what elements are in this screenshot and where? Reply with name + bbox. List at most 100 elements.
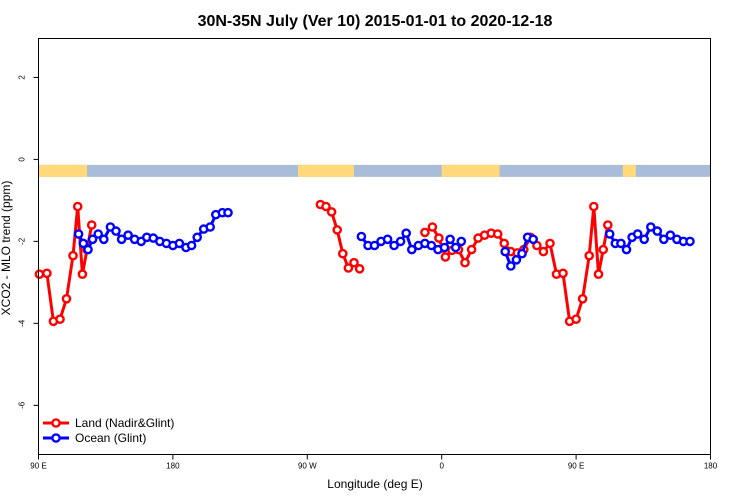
series-0 (34, 199, 613, 327)
series-1-point-3-7 (646, 222, 656, 232)
series-0-point-1-5 (343, 263, 354, 273)
series-1-point-0-20 (192, 232, 202, 243)
y-tick-label-2: -2 (18, 237, 27, 245)
y-tick-label-4: -6 (18, 401, 27, 409)
series-0-point-2-19 (545, 238, 555, 249)
series-0-point-2-18 (538, 246, 549, 257)
x-tick-label-4: 90 E (568, 462, 584, 471)
series-0-point-0-5 (68, 250, 78, 261)
series-1-point-1-16 (456, 236, 467, 247)
y-tick-label-3: -4 (18, 319, 27, 327)
series-1-point-3-3 (621, 244, 632, 255)
series-1-point-1-4 (382, 234, 393, 245)
series-0-point-2-1 (427, 222, 438, 232)
legend-marker-0 (51, 418, 61, 428)
series-1-point-2-1 (505, 261, 516, 271)
x-tick-label-3: 0 (439, 462, 444, 471)
series-0-point-2-26 (589, 201, 599, 212)
series-1-point-1-8 (406, 244, 417, 255)
legend-label-1: Ocean (Glint) (75, 431, 146, 445)
x-tick-label-2: 90 W (298, 462, 317, 471)
series-0-point-2-28 (598, 244, 609, 255)
series-0-point-2-3 (440, 252, 451, 262)
series-1 (73, 207, 695, 271)
y-axis-label: XCO2 - MLO trend (ppm) (0, 181, 13, 316)
series-1-point-0-8 (116, 234, 127, 245)
series-0-point-2-11 (492, 229, 503, 239)
series-1-point-1-2 (369, 240, 380, 251)
series-1-point-0-19 (186, 240, 197, 251)
series-1-point-1-11 (426, 240, 437, 251)
x-tick-label-0: 90 E (30, 462, 46, 471)
series-0-point-0-7 (77, 269, 88, 280)
series-1-point-0-17 (174, 238, 185, 249)
series-0-point-0-9 (86, 220, 97, 230)
x-tick-label-1: 180 (166, 462, 180, 471)
chart-title: 30N-35N July (Ver 10) 2015-01-01 to 2020… (198, 13, 553, 30)
series-0-point-1-1 (321, 201, 331, 212)
land-band-3 (622, 164, 636, 177)
series-1-point-1-15 (450, 242, 461, 253)
series-1-point-0-0 (73, 229, 84, 239)
series-1-point-3-9 (659, 234, 669, 245)
series-0-point-0-4 (61, 293, 72, 304)
series-1-point-0-25 (223, 207, 233, 218)
series-1-point-3-5 (632, 229, 643, 239)
series-0-point-2-29 (603, 220, 613, 230)
series-0-point-0-6 (72, 201, 83, 212)
series-0-point-2-23 (571, 314, 581, 325)
series-0-point-0-3 (55, 314, 65, 325)
series-0-point-1-4 (337, 248, 348, 259)
y-tick-label-1: 0 (18, 157, 27, 162)
land-band-1 (297, 164, 354, 177)
series-1-point-1-5 (389, 240, 399, 251)
series-1-point-2-0 (500, 246, 511, 257)
series-1-point-0-3 (87, 234, 98, 245)
series-1-point-0-9 (123, 230, 133, 240)
legend-marker-1 (51, 433, 61, 443)
series-0-point-0-0 (34, 269, 45, 280)
series-1-point-1-7 (401, 228, 412, 238)
x-axis-label: Longitude (deg E) (327, 477, 422, 491)
plot-frame (38, 38, 711, 455)
series-1-point-3-6 (639, 234, 650, 245)
series-0-point-0-1 (42, 268, 52, 279)
series-0-point-1-2 (326, 207, 337, 217)
x-tick-label-5: 180 (704, 462, 718, 471)
series-1-point-3-0 (604, 229, 615, 239)
series-1-point-3-13 (685, 236, 695, 247)
series-0-point-2-6 (460, 257, 470, 268)
series-1-point-3-10 (665, 230, 676, 240)
series-0-point-2-2 (434, 233, 444, 243)
series-1-point-3-2 (616, 238, 626, 249)
series-1-point-1-13 (439, 242, 450, 253)
series-1-point-0-4 (93, 229, 103, 239)
ocean-band (38, 164, 711, 177)
series-0-point-2-12 (499, 238, 510, 249)
series-1-point-1-6 (395, 236, 406, 247)
land-band-2 (441, 164, 500, 177)
series-1-point-3-8 (652, 226, 663, 236)
axes: 2 0 -2 -4 -6 90 E 180 90 W 0 90 E 180 (18, 75, 718, 471)
series-1-point-0-7 (111, 226, 121, 236)
legend-label-0: Land (Nadir&Glint) (75, 416, 174, 430)
series-0-point-1-3 (332, 225, 343, 235)
y-tick-label-0: 2 (18, 75, 27, 80)
land-band-0 (38, 164, 88, 177)
series-0-point-2-21 (558, 268, 568, 279)
plot-area (34, 164, 711, 327)
series-0-point-2-24 (577, 293, 588, 304)
series-1-point-1-0 (356, 231, 367, 242)
legend: Land (Nadir&Glint)Ocean (Glint) (43, 416, 174, 445)
series-0-point-2-7 (466, 244, 477, 255)
series-1-point-0-2 (83, 244, 93, 255)
series-1-point-1-14 (445, 234, 455, 245)
series-1-point-2-3 (517, 248, 527, 259)
series-0-point-2-0 (420, 227, 430, 238)
series-0-point-1-6 (349, 257, 359, 268)
series-1-point-2-5 (528, 234, 539, 245)
series-0-point-2-25 (584, 250, 595, 261)
series-0-point-1-7 (354, 263, 365, 274)
series-1-point-2-2 (511, 254, 522, 265)
